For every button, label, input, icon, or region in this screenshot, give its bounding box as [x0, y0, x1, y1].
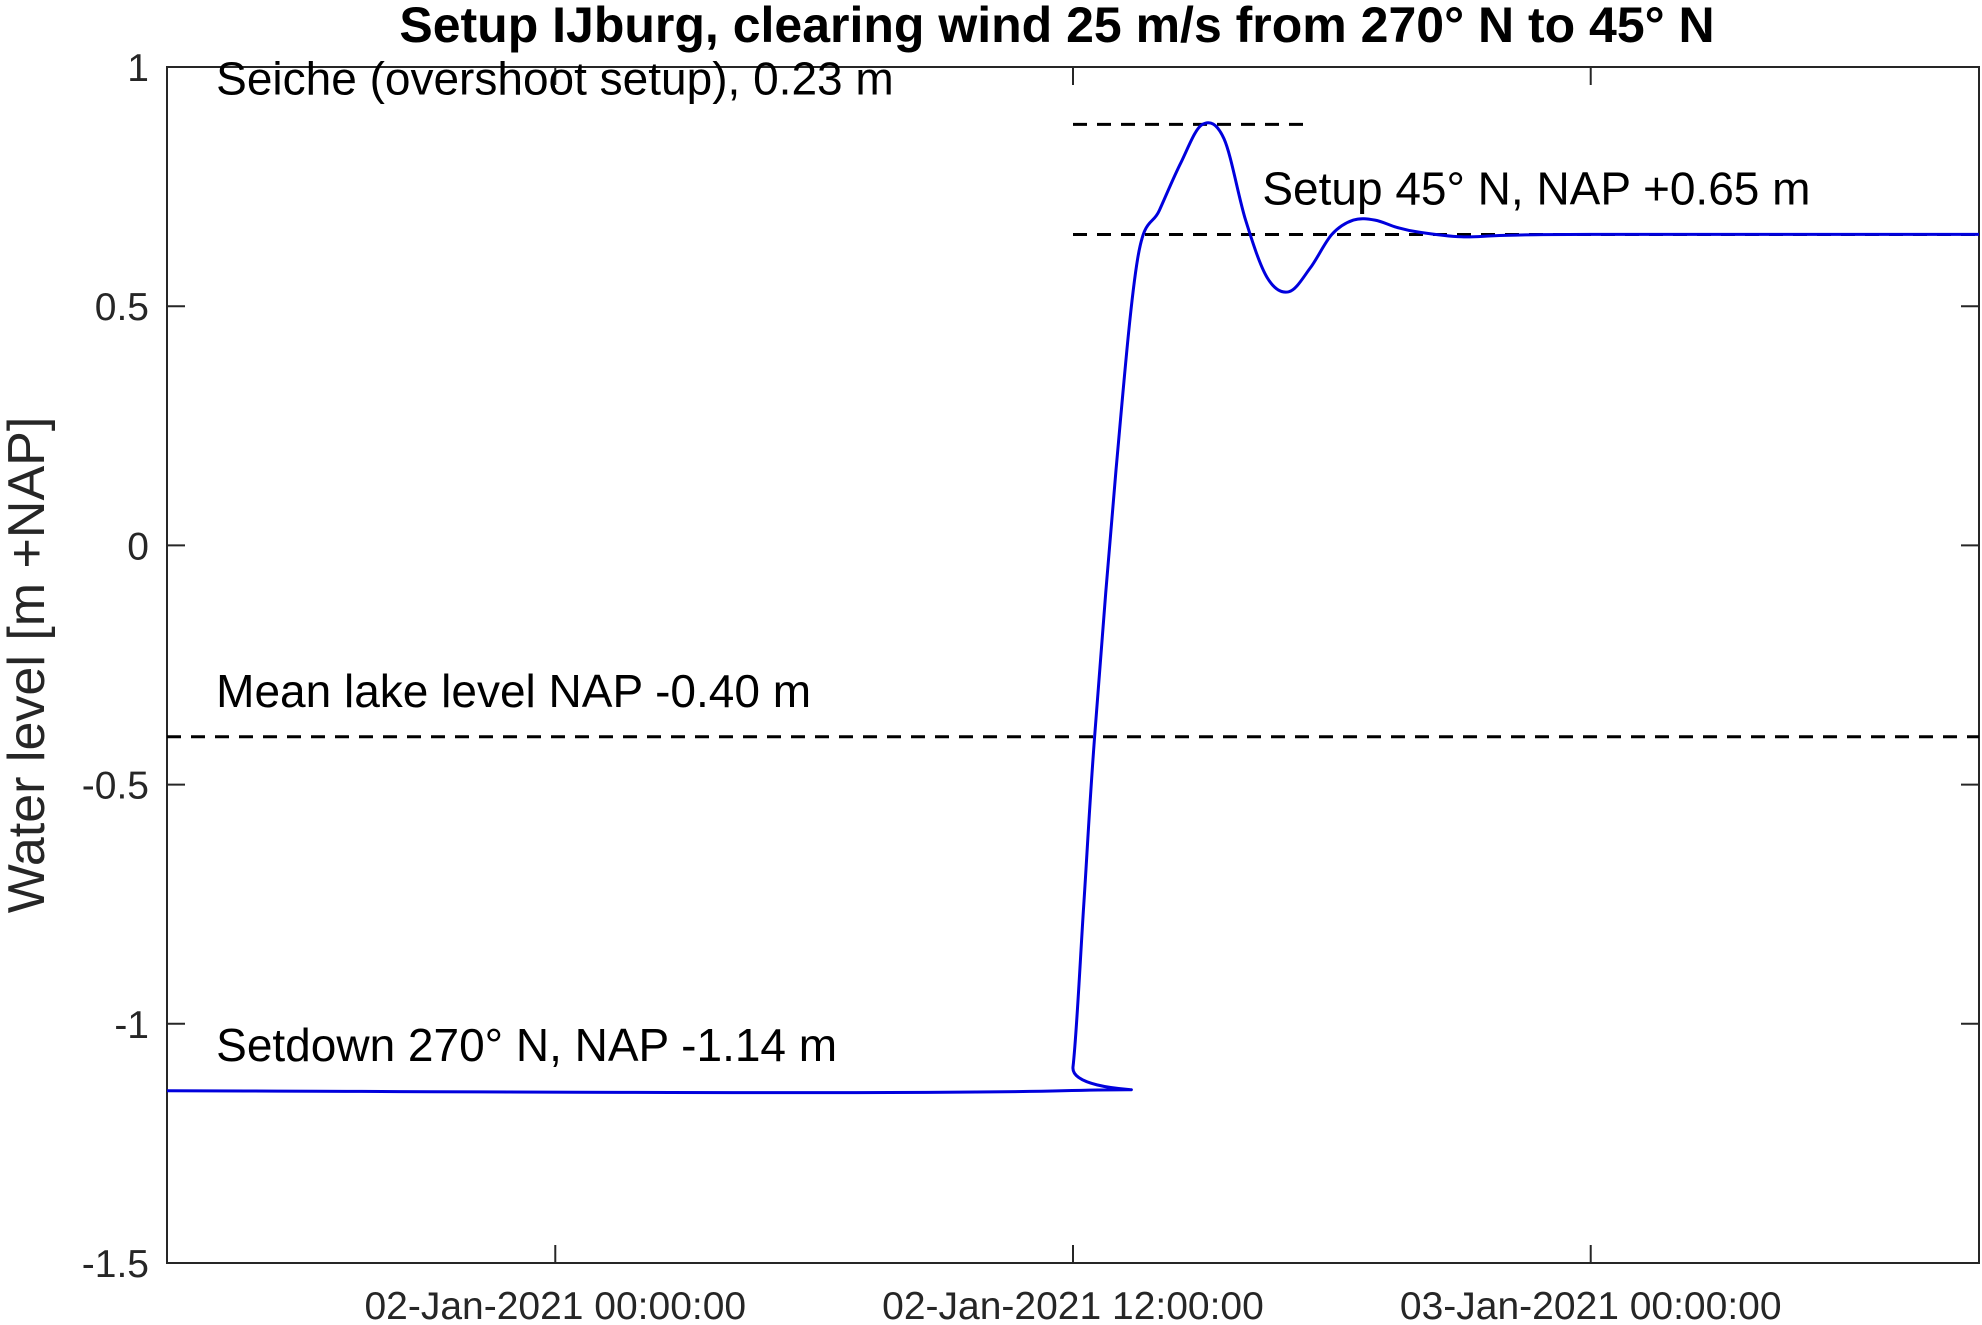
y-tick-label: 0: [127, 525, 149, 568]
y-tick-label: 0.5: [95, 286, 149, 329]
annotation-label: Setup 45° N, NAP +0.65 m: [1262, 162, 1810, 214]
y-tick-label: -1.5: [82, 1243, 149, 1286]
annotation-label: Setdown 270° N, NAP -1.14 m: [216, 1019, 837, 1071]
annotations-layer: Seiche (overshoot setup), 0.23 m Setup 45…: [216, 52, 1810, 1070]
y-tick-label: -1: [114, 1004, 149, 1047]
y-tick-label: -0.5: [82, 765, 149, 808]
x-tick-label: 02-Jan-2021 00:00:00: [364, 1285, 746, 1325]
x-tick-label: 03-Jan-2021 00:00:00: [1400, 1285, 1782, 1325]
y-tick-label: 1: [127, 47, 149, 90]
water-level-line: [166, 121, 1980, 1095]
ticks-layer: -1.5 -1 -0.5 0 0.5 1 02-Jan-2021 00:00:00 02-Ja…: [82, 47, 1979, 1325]
y-axis-label: Water level [m +NAP]: [0, 417, 56, 914]
series-layer: [166, 121, 1980, 1095]
chart-title: Setup IJburg, clearing wind 25 m/s from …: [399, 0, 1714, 53]
annotation-label: Seiche (overshoot setup), 0.23 m: [216, 52, 894, 104]
x-tick-label: 02-Jan-2021 12:00:00: [882, 1285, 1264, 1325]
annotation-label: Mean lake level NAP -0.40 m: [216, 665, 811, 717]
